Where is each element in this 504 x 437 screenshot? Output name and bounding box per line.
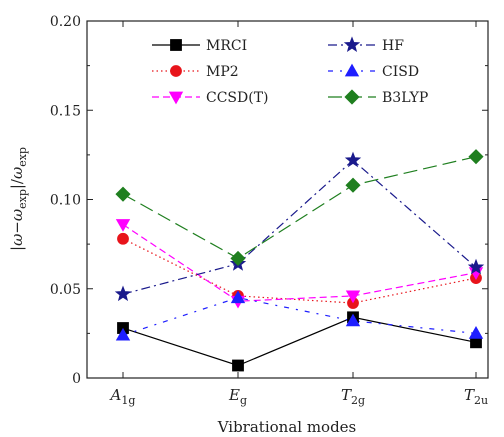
y-tick-label: 0 [72,371,81,387]
legend-label-mp2: MP2 [206,64,239,80]
data-point-mrci [232,359,244,372]
series-line-hf [122,159,477,295]
data-point-ccsdt [345,290,361,304]
legend-label-cisd: CISD [382,64,419,80]
data-point-cisd [468,326,484,339]
legend-swatch-marker-ccsdt [168,91,184,105]
y-axis-title: |ω−ωexp|/ωexp [8,147,29,251]
legend-swatch-marker-cisd [344,63,360,77]
y-tick-label: 0.15 [50,103,81,119]
legend-label-b3lyp: B3LYP [382,90,428,106]
y-tick-label: 0.05 [50,282,81,298]
legend-label-mrci: MRCI [206,38,247,54]
y-tick-label: 0.20 [50,14,81,30]
legend-label-ccsdt: CCSD(T) [206,90,269,106]
data-point-hf [344,151,362,168]
plot-frame [86,20,489,379]
x-tick-label: A1g [109,386,136,407]
legend-swatch-marker-mp2 [170,65,182,77]
series-lines [122,156,477,367]
legend-label-hf: HF [382,38,404,54]
x-tick-label: T2g [341,386,365,407]
series-markers [114,149,485,372]
data-point-b3lyp [115,186,131,202]
x-tick-label: T2u [464,386,488,407]
data-point-cisd [115,327,131,341]
y-axis: 0 0.05 0.10 0.15 0.20 [50,14,488,387]
series-line-ccsdt [122,223,477,302]
data-point-mp2 [117,232,129,245]
data-point-ccsdt [115,219,131,232]
series-line-cisd [122,297,477,336]
x-axis-title: Vibrational modes [217,418,357,436]
data-point-cisd [345,313,361,327]
data-point-hf [114,285,132,302]
data-point-b3lyp [230,250,246,266]
data-point-b3lyp [468,149,484,165]
series-line-b3lyp [122,156,477,260]
x-axis: A1g Eg T2g T2u [109,21,488,407]
y-tick-label: 0.10 [50,193,81,209]
series-line-mp2 [122,238,477,304]
data-point-b3lyp [345,177,361,193]
series-line-mrci [122,316,477,367]
x-tick-label: Eg [228,386,247,407]
legend-swatch-marker-hf [343,36,361,52]
legend-swatch-marker-b3lyp [344,89,360,105]
data-point-hf [467,258,485,275]
data-point-cisd [230,290,246,304]
legend: MRCI MP2 CCSD(T) HF CISD B3LYP [152,36,428,106]
legend-swatch-marker-mrci [170,39,182,51]
